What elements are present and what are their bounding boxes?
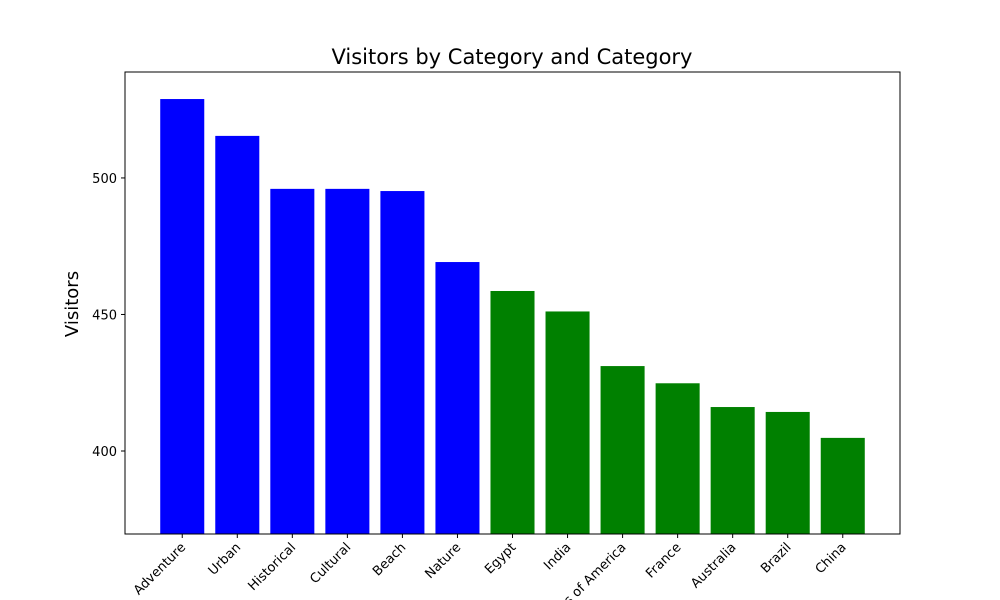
y-axis-label: Visitors	[62, 271, 83, 337]
x-tick-label: Urban	[206, 540, 244, 578]
bar	[820, 437, 865, 534]
chart-title: Visitors by Category and Category	[332, 45, 693, 69]
y-tick-label: 400	[92, 445, 117, 460]
x-tick-label: Brazil	[758, 540, 794, 576]
x-tick-label: Beach	[370, 540, 409, 579]
bar	[490, 290, 535, 534]
bar	[600, 366, 645, 534]
plot-frame	[124, 71, 901, 535]
x-tick-label: China	[813, 540, 850, 577]
bar	[380, 191, 425, 534]
bar	[710, 407, 755, 534]
x-tick-label: Nature	[423, 540, 465, 582]
x-tick-label: Adventure	[131, 540, 189, 598]
y-tick-label: 500	[92, 172, 117, 187]
bar	[655, 383, 700, 534]
x-tick-label: Egypt	[482, 540, 519, 577]
bar	[765, 411, 810, 534]
x-tick-label: India	[541, 540, 574, 573]
bar	[160, 99, 205, 534]
bar	[545, 311, 590, 534]
x-tick-label: France	[643, 540, 684, 581]
bar	[270, 188, 315, 535]
x-tick-label: Australia	[688, 540, 739, 591]
bar	[435, 262, 480, 534]
y-tick-label: 450	[92, 308, 117, 323]
bar	[215, 135, 260, 534]
x-tick-label: Historical	[245, 540, 299, 594]
x-tick-label: Cultural	[307, 540, 354, 587]
bar	[325, 188, 370, 535]
